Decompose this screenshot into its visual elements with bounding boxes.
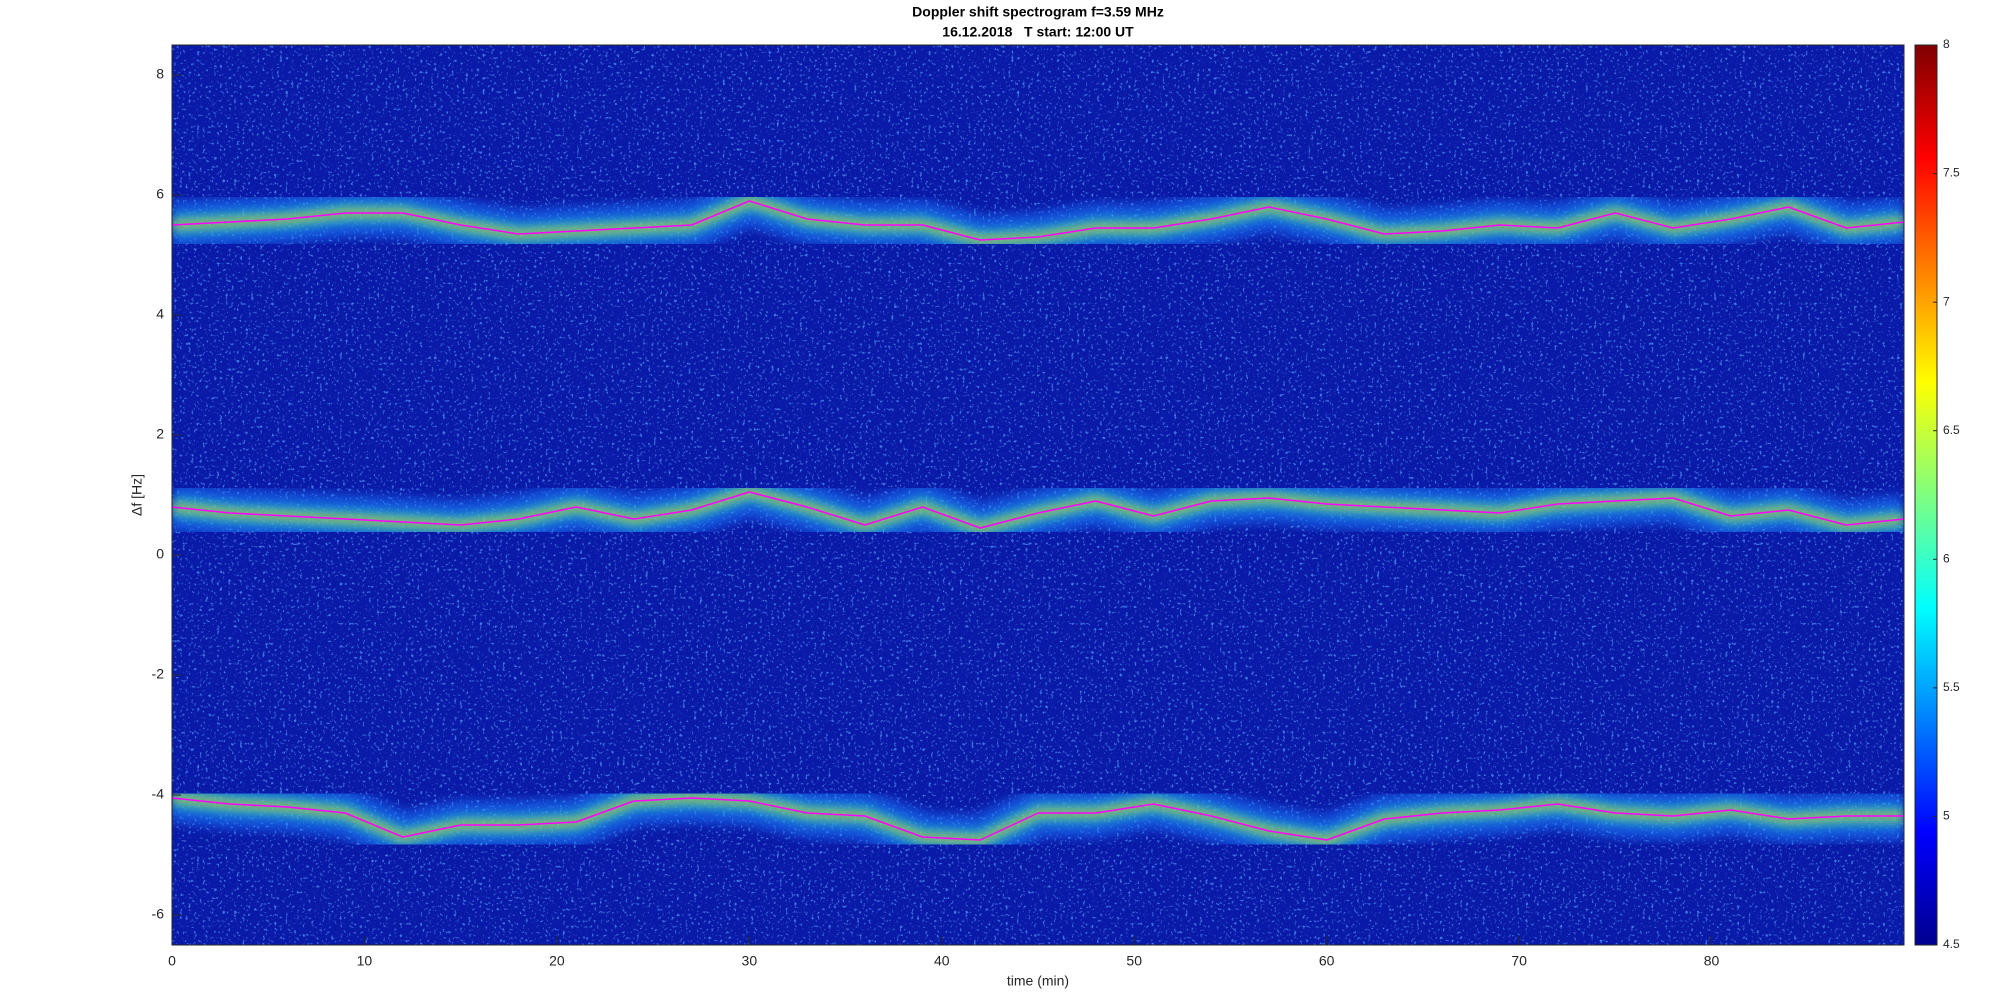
- x-tick-label: 10: [357, 953, 373, 969]
- colorbar: [1914, 44, 1938, 946]
- x-tick-label: 70: [1511, 953, 1527, 969]
- x-tick-label: 20: [549, 953, 565, 969]
- axes-box: [171, 44, 1905, 946]
- y-tick-label: 4: [156, 306, 164, 322]
- x-tick-label: 40: [934, 953, 950, 969]
- colorbar-tick-label: 8: [1943, 37, 1950, 51]
- doppler-trace: [172, 797, 1904, 841]
- colorbar-tick-label: 5: [1943, 809, 1950, 823]
- x-axis-label: time (min): [1007, 973, 1069, 989]
- x-tick-label: 50: [1126, 953, 1142, 969]
- colorbar-tick-label: 5.5: [1943, 680, 1960, 694]
- chart-title: Doppler shift spectrogram f=3.59 MHz: [912, 4, 1164, 20]
- y-tick-label: -6: [152, 906, 165, 922]
- y-tick-label: 8: [156, 66, 164, 82]
- colorbar-tick-label: 6: [1943, 551, 1950, 565]
- y-tick-label: -2: [152, 666, 165, 682]
- x-tick-label: 0: [168, 953, 176, 969]
- y-tick-label: 6: [156, 186, 164, 202]
- y-tick-label: -4: [152, 786, 165, 802]
- y-tick-label: 2: [156, 426, 164, 442]
- x-tick-label: 30: [742, 953, 758, 969]
- y-tick-label: 0: [156, 546, 164, 562]
- x-tick-label: 60: [1319, 953, 1335, 969]
- colorbar-tick-label: 7: [1943, 294, 1950, 308]
- doppler-trace: [172, 200, 1904, 241]
- colorbar-tick-label: 4.5: [1943, 937, 1960, 951]
- traces: [172, 176, 1904, 865]
- doppler-trace: [172, 491, 1904, 529]
- colorbar-tick-label: 6.5: [1943, 423, 1960, 437]
- y-axis-label: Δf [Hz]: [129, 474, 145, 516]
- chart-subtitle: 16.12.2018 T start: 12:00 UT: [942, 24, 1134, 40]
- x-tick-label: 80: [1704, 953, 1720, 969]
- colorbar-tick-label: 7.5: [1943, 166, 1960, 180]
